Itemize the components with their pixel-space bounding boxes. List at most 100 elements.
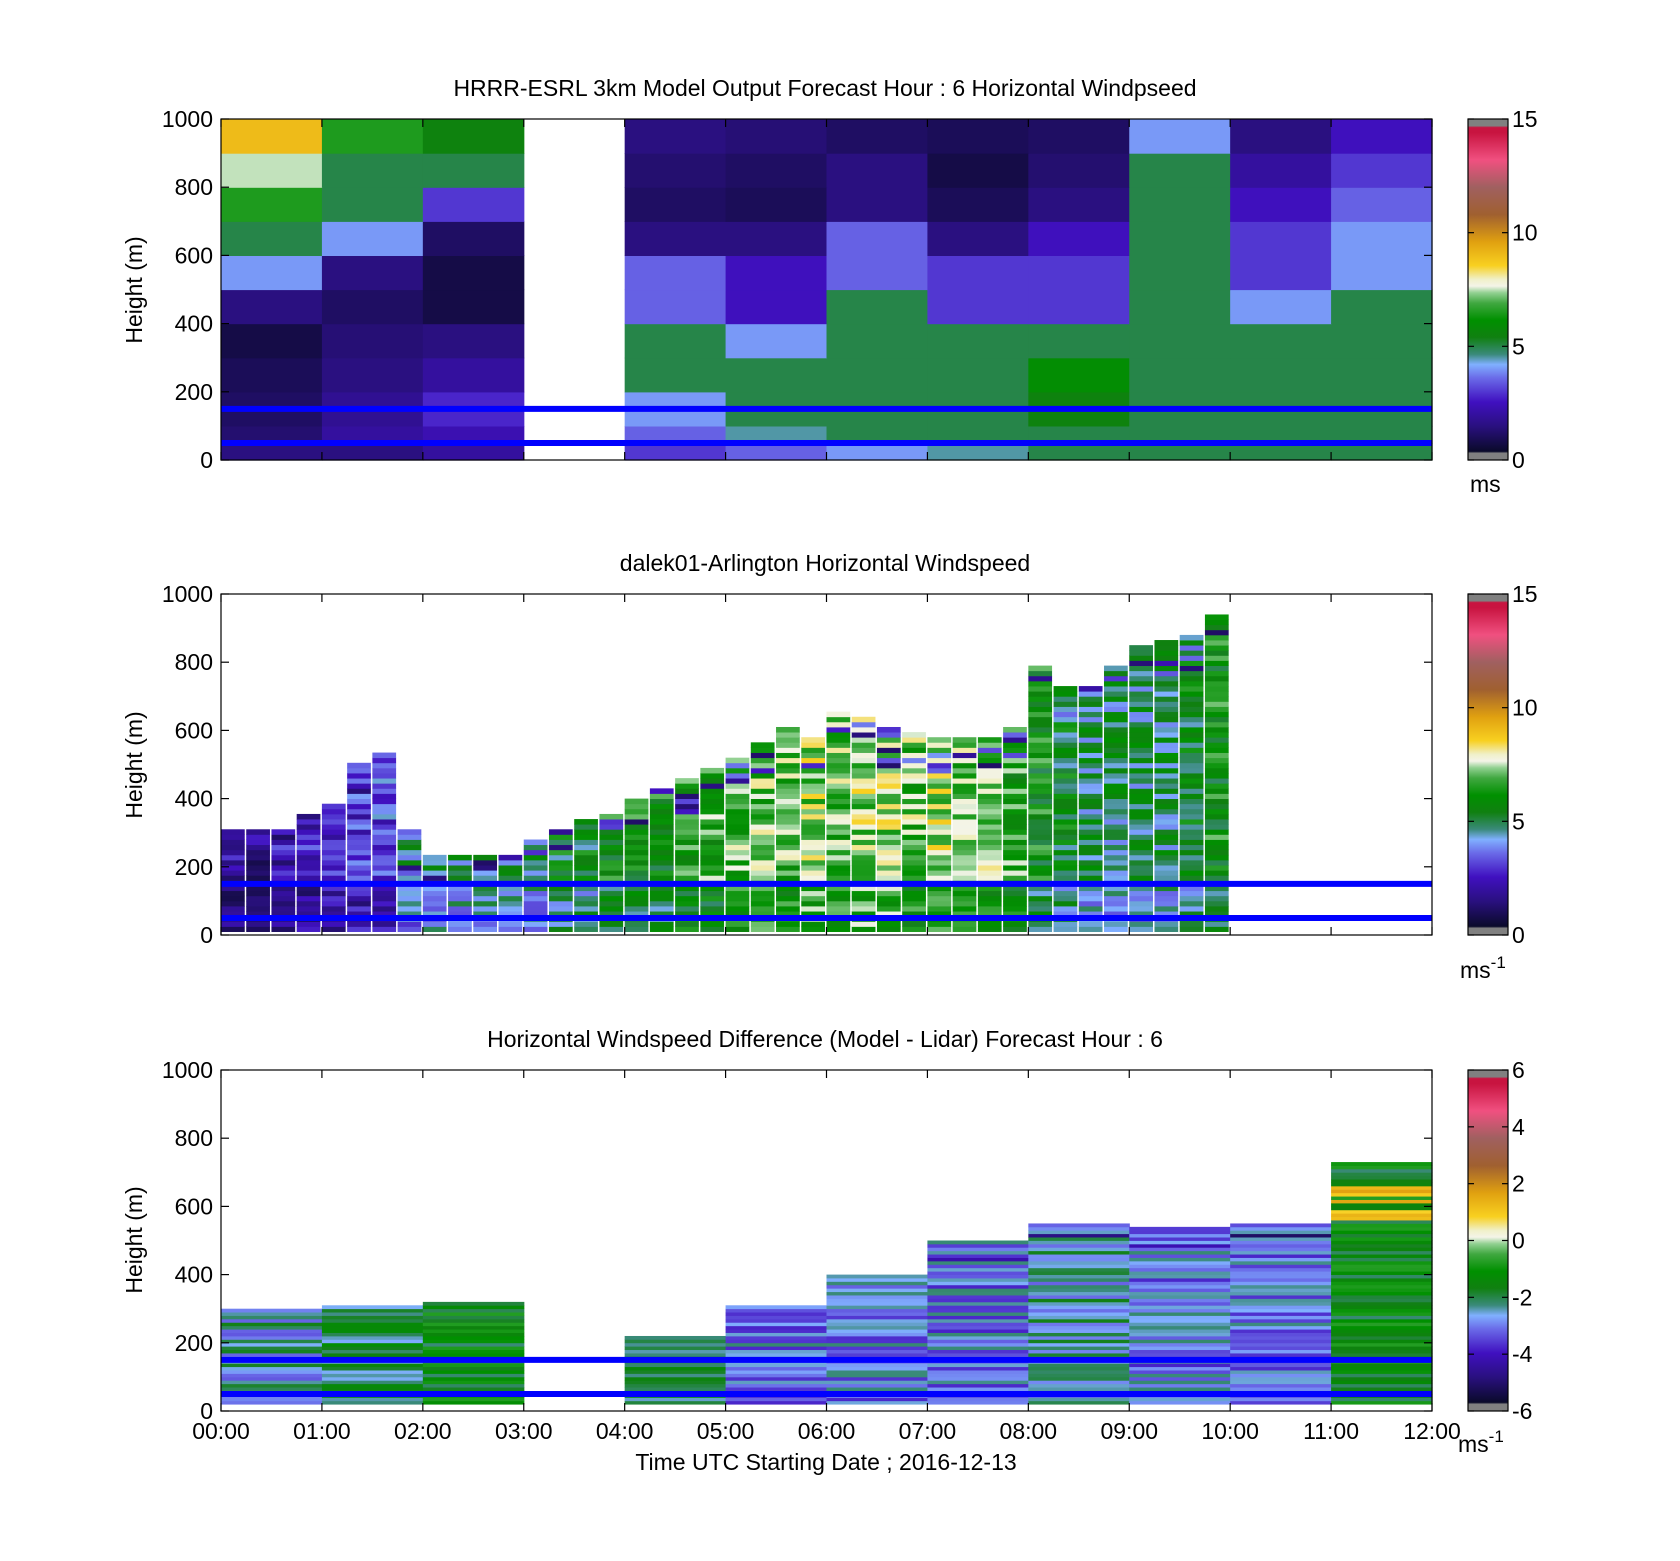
lidar-cell bbox=[1154, 732, 1179, 738]
lidar-cell bbox=[952, 813, 977, 820]
lidar-cell bbox=[1129, 742, 1153, 748]
lidar-cell bbox=[977, 747, 1002, 753]
lidar-cell bbox=[271, 865, 296, 871]
difference-cell bbox=[826, 1353, 929, 1357]
difference-cell bbox=[826, 1295, 929, 1299]
model-cell bbox=[1028, 289, 1130, 325]
lidar-cell bbox=[1028, 767, 1053, 774]
lidar-cell bbox=[1053, 921, 1078, 927]
lidar-cell bbox=[1104, 870, 1128, 876]
lidar-cell bbox=[1028, 839, 1053, 846]
model-cell bbox=[321, 442, 424, 461]
model-cell bbox=[1129, 323, 1231, 359]
lidar-cell bbox=[700, 819, 725, 825]
lidar-cell bbox=[548, 834, 573, 840]
lidar-cell bbox=[246, 890, 270, 897]
difference-cell bbox=[1331, 1295, 1433, 1299]
lidar-cell bbox=[1179, 906, 1204, 912]
lidar-cell bbox=[1104, 711, 1128, 718]
difference-cell bbox=[1331, 1380, 1433, 1385]
model-cell bbox=[422, 357, 525, 393]
lidar-cell bbox=[1003, 875, 1027, 881]
difference-cell bbox=[927, 1271, 1029, 1275]
lidar-cell bbox=[1028, 834, 1053, 840]
lidar-cell bbox=[1104, 829, 1128, 835]
lidar-cell bbox=[523, 844, 548, 851]
difference-cell bbox=[1028, 1315, 1130, 1320]
lidar-cell bbox=[725, 926, 750, 932]
lidar-cell bbox=[372, 921, 397, 927]
lidar-cell bbox=[927, 829, 952, 835]
lidar-cell bbox=[1053, 716, 1078, 723]
lidar-cell bbox=[1179, 875, 1204, 881]
lidar-cell bbox=[1129, 900, 1153, 907]
model-cell bbox=[422, 187, 525, 222]
difference-cell bbox=[1129, 1237, 1231, 1241]
lidar-cell bbox=[498, 895, 523, 902]
lidar-cell bbox=[599, 870, 624, 876]
lidar-cell bbox=[347, 890, 371, 897]
lidar-cell bbox=[700, 834, 725, 840]
lidar-cell bbox=[372, 895, 397, 902]
lidar-cell bbox=[977, 788, 1002, 794]
difference-cell bbox=[1230, 1346, 1332, 1351]
difference-cell bbox=[1028, 1254, 1130, 1258]
lidar-cell bbox=[1078, 829, 1103, 835]
lidar-cell bbox=[876, 788, 901, 794]
lidar-cell bbox=[1129, 711, 1153, 718]
lidar-cell bbox=[826, 819, 851, 825]
lidar-cell bbox=[776, 926, 800, 932]
difference-cell bbox=[1331, 1226, 1433, 1231]
difference-cell bbox=[826, 1332, 929, 1337]
difference-cell bbox=[826, 1291, 929, 1296]
lidar-cell bbox=[372, 844, 397, 851]
lidar-cell bbox=[1154, 742, 1179, 748]
difference-cell bbox=[1129, 1353, 1231, 1357]
lidar-cell bbox=[977, 900, 1002, 907]
y-tick-label: 1000 bbox=[162, 581, 213, 607]
lidar-cell bbox=[624, 911, 649, 917]
lidar-cell bbox=[927, 844, 952, 851]
lidar-cell bbox=[801, 854, 825, 861]
difference-cell bbox=[1028, 1353, 1130, 1357]
lidar-cell bbox=[271, 870, 296, 876]
lidar-cell bbox=[1179, 829, 1204, 835]
lidar-cell bbox=[599, 921, 624, 927]
difference-cell bbox=[1129, 1288, 1231, 1293]
lidar-cell bbox=[952, 900, 977, 907]
difference-cell bbox=[725, 1376, 828, 1381]
lidar-cell bbox=[851, 757, 876, 764]
lidar-cell bbox=[498, 870, 523, 876]
lidar-cell bbox=[422, 890, 447, 897]
lidar-cell bbox=[1154, 680, 1179, 687]
lidar-cell bbox=[296, 839, 321, 846]
difference-cell bbox=[725, 1373, 828, 1378]
lidar-cell bbox=[776, 737, 800, 743]
model-cell bbox=[321, 289, 424, 325]
difference-cell bbox=[1028, 1380, 1130, 1385]
model-cell bbox=[927, 221, 1029, 256]
lidar-cell bbox=[1053, 691, 1078, 697]
difference-cell bbox=[826, 1312, 929, 1316]
lidar-cell bbox=[1078, 844, 1103, 851]
lidar-cell bbox=[347, 844, 371, 851]
lidar-cell bbox=[1179, 655, 1204, 661]
lidar-cell bbox=[246, 849, 270, 856]
lidar-cell bbox=[548, 829, 573, 835]
lidar-cell bbox=[1078, 921, 1103, 927]
difference-cell bbox=[927, 1240, 1029, 1245]
lidar-cell bbox=[1179, 762, 1204, 769]
difference-cell bbox=[1331, 1315, 1433, 1320]
model-cell bbox=[725, 425, 828, 444]
lidar-cell bbox=[271, 911, 296, 917]
lidar-cell bbox=[422, 895, 447, 902]
lidar-cell bbox=[776, 911, 800, 917]
lidar-cell bbox=[952, 865, 977, 871]
lidar-cell bbox=[221, 885, 245, 892]
lidar-cell bbox=[1028, 793, 1053, 799]
lidar-cell bbox=[271, 906, 296, 912]
lidar-cell bbox=[1179, 645, 1204, 651]
lidar-cell bbox=[675, 819, 699, 825]
lidar-cell bbox=[700, 895, 725, 902]
lidar-cell bbox=[675, 859, 699, 866]
